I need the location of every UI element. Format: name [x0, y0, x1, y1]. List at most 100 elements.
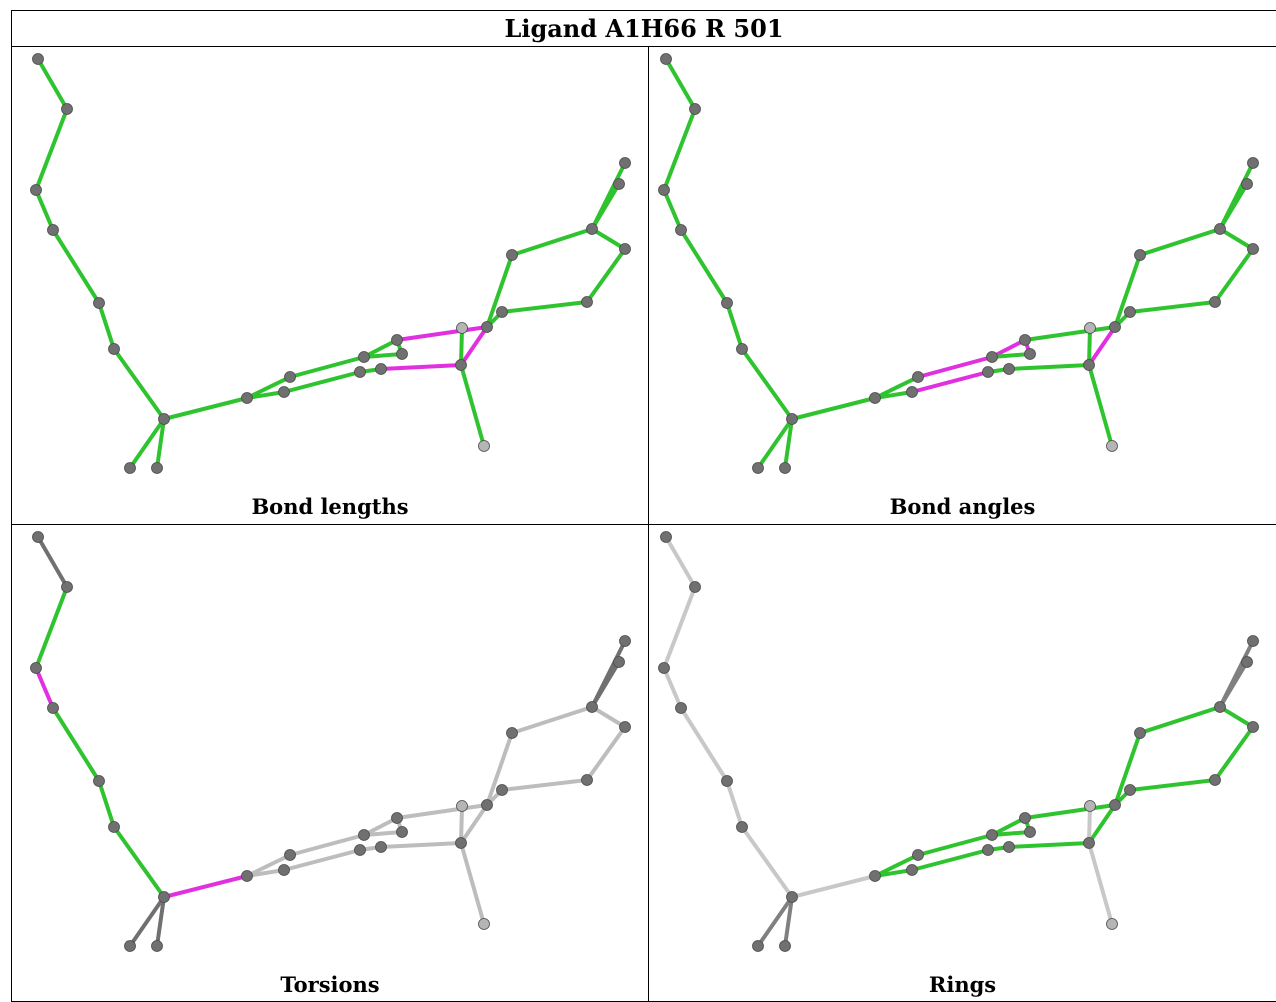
bond-c1-c2 — [362, 338, 399, 359]
atom-a9 — [151, 462, 163, 474]
atom-a8 — [124, 940, 136, 952]
atom-c2 — [1019, 334, 1031, 346]
atom-c5 — [375, 363, 387, 375]
bond-s1-s3 — [1138, 227, 1222, 257]
atom-r1 — [456, 800, 468, 812]
atom-s3 — [1214, 223, 1226, 235]
atom-r4 — [1106, 918, 1118, 930]
bond-a7-a8 — [756, 895, 794, 948]
atom-r3 — [1083, 837, 1095, 849]
bond-c5-r3 — [379, 841, 463, 849]
bond-a6-a7 — [112, 347, 166, 421]
atom-a8 — [752, 462, 764, 474]
bond-a5-a6 — [97, 301, 116, 351]
atom-a3 — [30, 662, 42, 674]
bond-c1-c3 — [990, 352, 1032, 359]
bond-r3-r4 — [459, 841, 486, 926]
bond-c2-r2 — [1023, 325, 1117, 342]
atom-a5 — [721, 775, 733, 787]
atom-r2 — [481, 321, 493, 333]
atom-a9 — [779, 462, 791, 474]
bond-a5-a6 — [725, 301, 744, 351]
bond-a7-a8 — [128, 417, 166, 470]
atom-a3 — [658, 184, 670, 196]
atom-a7 — [786, 413, 798, 425]
bond-s3-s4 — [1218, 705, 1255, 729]
bond-s5-s2 — [500, 300, 589, 314]
atom-c3 — [1024, 348, 1036, 360]
atom-r1 — [1084, 322, 1096, 334]
atom-b3 — [906, 386, 918, 398]
atom-a6 — [108, 343, 120, 355]
atom-c2 — [1019, 812, 1031, 824]
atom-a2 — [61, 581, 73, 593]
atom-a1 — [660, 531, 672, 543]
atom-s4 — [1247, 243, 1259, 255]
atom-r2 — [1109, 321, 1121, 333]
atom-s1 — [506, 727, 518, 739]
atom-c3 — [1024, 826, 1036, 838]
atom-s1 — [1134, 249, 1146, 261]
panel-torsions: Torsions — [11, 525, 648, 1002]
bond-c1-c2 — [362, 816, 399, 837]
atom-a4 — [47, 224, 59, 236]
atom-r1 — [456, 322, 468, 334]
bond-a7-a8 — [128, 895, 166, 948]
atom-a7 — [158, 891, 170, 903]
atom-b3 — [278, 386, 290, 398]
molecule-view-rings — [658, 531, 1259, 952]
atom-s6 — [619, 157, 631, 169]
bond-a2-a3 — [662, 107, 697, 192]
atom-c4 — [354, 366, 366, 378]
bond-a4-a5 — [51, 706, 101, 783]
bond-r1-r3 — [459, 804, 464, 845]
bond-b2-c1 — [288, 833, 366, 857]
bond-r2-s1 — [485, 253, 514, 329]
atom-s5 — [581, 296, 593, 308]
bond-s1-s3 — [510, 227, 594, 257]
atom-a2 — [689, 103, 701, 115]
atom-a1 — [32, 531, 44, 543]
bond-s4-s5 — [585, 725, 627, 782]
atom-s7 — [1241, 656, 1253, 668]
bond-s1-s3 — [510, 705, 594, 735]
atom-c2 — [391, 812, 403, 824]
atom-c3 — [396, 348, 408, 360]
bond-s3-s7 — [590, 182, 621, 231]
atom-b1 — [869, 392, 881, 404]
bond-r2-r3 — [459, 325, 489, 367]
bond-a1-a2 — [36, 535, 69, 589]
atom-s2 — [1124, 784, 1136, 796]
atom-b2 — [912, 849, 924, 861]
bond-c2-r2 — [1023, 803, 1117, 820]
bond-c1-c3 — [362, 830, 404, 837]
atom-b3 — [278, 864, 290, 876]
panel-rings: Rings — [648, 525, 1276, 1002]
atom-c4 — [982, 366, 994, 378]
atom-r3 — [455, 837, 467, 849]
atom-s1 — [506, 249, 518, 261]
atom-a8 — [124, 462, 136, 474]
atom-s5 — [1209, 296, 1221, 308]
atom-a6 — [736, 821, 748, 833]
panel-bond-lengths: Bond lengths — [11, 47, 648, 525]
atom-c2 — [391, 334, 403, 346]
bond-a2-a3 — [34, 107, 69, 192]
atom-b1 — [869, 870, 881, 882]
bond-b2-c1 — [916, 833, 994, 857]
atom-a1 — [32, 53, 44, 65]
atom-a6 — [736, 343, 748, 355]
bond-a1-a2 — [664, 57, 697, 111]
atom-r2 — [1109, 799, 1121, 811]
atom-r4 — [478, 440, 490, 452]
panel-bond-angles: Bond angles — [648, 47, 1276, 525]
bond-c5-r3 — [379, 363, 463, 371]
atom-c1 — [358, 829, 370, 841]
bond-s4-s5 — [585, 247, 627, 304]
bond-a6-a7 — [740, 825, 794, 899]
atom-s5 — [581, 774, 593, 786]
atom-b2 — [912, 371, 924, 383]
atom-s1 — [1134, 727, 1146, 739]
atom-c4 — [982, 844, 994, 856]
atom-s3 — [1214, 701, 1226, 713]
